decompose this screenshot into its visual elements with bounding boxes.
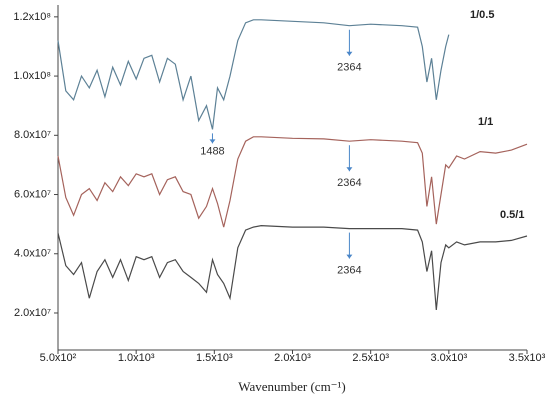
series-label: 0.5/1 <box>500 209 524 221</box>
series-line <box>57 19 450 130</box>
annotation-arrowhead <box>209 139 216 144</box>
x-tick-label: 3.5x10³ <box>509 352 546 364</box>
y-tick-label: 1.0x10⁸ <box>13 70 51 82</box>
annotation-label: 1488 <box>200 145 224 157</box>
y-tick-label: 2.0x10⁷ <box>14 307 51 319</box>
y-tick-label: 4.0x10⁷ <box>14 248 51 260</box>
x-tick-label: 2.5x10³ <box>352 352 389 364</box>
annotation-label: 2364 <box>337 62 361 74</box>
annotation-label: 2364 <box>337 177 361 189</box>
y-tick-label: 8.0x10⁷ <box>14 129 51 141</box>
x-tick-label: 2.0x10³ <box>274 352 311 364</box>
series-line <box>57 224 528 311</box>
x-axis-title: Wavenumber (cm⁻¹) <box>238 379 346 394</box>
x-tick-label: 1.0x10³ <box>118 352 155 364</box>
annotation-arrowhead <box>346 254 353 259</box>
series-line <box>57 136 528 228</box>
x-tick-label: 1.5x10³ <box>196 352 233 364</box>
annotation-arrowhead <box>346 51 353 56</box>
annotation-label: 2364 <box>337 264 361 276</box>
annotation-arrowhead <box>346 167 353 172</box>
x-tick-label: 5.0x10² <box>40 352 77 364</box>
x-tick-label: 3.0x10³ <box>430 352 467 364</box>
series-label: 1/1 <box>478 116 493 128</box>
series-label: 1/0.5 <box>470 9 494 21</box>
y-tick-label: 6.0x10⁷ <box>14 188 51 200</box>
y-tick-label: 1.2x10⁸ <box>13 11 51 23</box>
